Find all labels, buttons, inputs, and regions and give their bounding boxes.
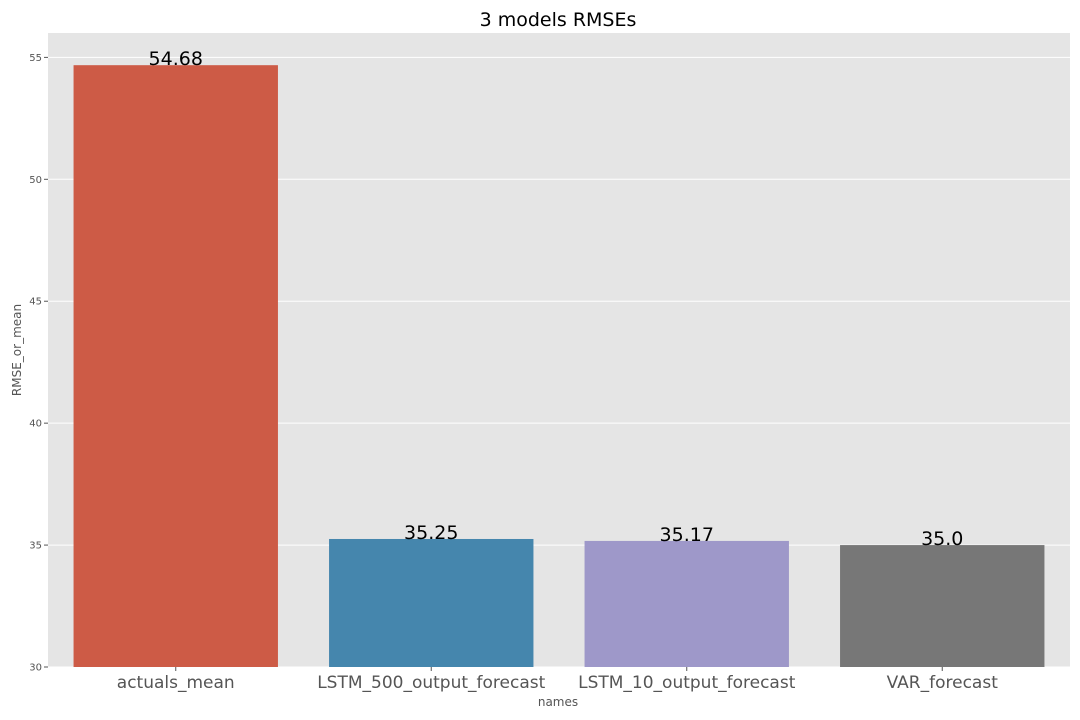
bar-LSTM_10_output_forecast	[584, 540, 789, 667]
bar-LSTM_500_output_forecast	[329, 538, 534, 667]
bar-value-labels: 54.68 35.25 35.17 35.0	[149, 48, 964, 550]
y-tick-label: 35	[29, 541, 42, 552]
bar-value-label: 54.68	[149, 48, 203, 70]
y-tick-label: 40	[29, 419, 42, 430]
bar-value-label: 35.17	[660, 524, 714, 546]
x-tick-label: actuals_mean	[117, 673, 235, 693]
y-tick-label: 50	[29, 175, 42, 186]
x-tick-label: LSTM_10_output_forecast	[578, 673, 796, 693]
y-tick-label: 30	[29, 663, 42, 674]
y-axis-ticks: 30 35 40 45 50 55	[29, 53, 48, 674]
bars	[73, 65, 1045, 668]
x-tick-label: LSTM_500_output_forecast	[317, 673, 545, 693]
y-tick-label: 55	[29, 53, 42, 64]
y-axis-label: RMSE_or_mean	[10, 304, 24, 396]
bar-actuals_mean	[73, 65, 278, 668]
bar-value-label: 35.0	[921, 528, 963, 550]
bar-VAR_forecast	[840, 545, 1045, 667]
x-tick-label: VAR_forecast	[887, 673, 999, 693]
x-axis-ticks: actuals_mean LSTM_500_output_forecast LSTM…	[117, 667, 998, 693]
x-axis-label: names	[538, 695, 578, 709]
chart-title: 3 models RMSEs	[480, 9, 637, 31]
y-tick-label: 45	[29, 297, 42, 308]
bar-value-label: 35.25	[404, 522, 458, 544]
